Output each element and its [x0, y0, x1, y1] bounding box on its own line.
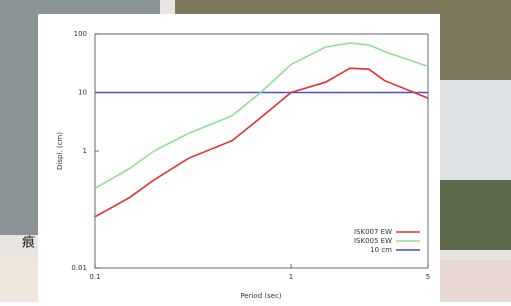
x-tick-label: 0.1 [89, 273, 100, 281]
y-tick-label: 1 [83, 147, 87, 155]
y-tick-label: 0.01 [71, 264, 87, 272]
x-axis-label: Period (sec) [240, 292, 282, 300]
y-tick-label: 100 [74, 30, 87, 38]
x-tick-label: 5 [426, 273, 430, 281]
photo [440, 260, 511, 302]
background-text: 痕 [22, 235, 35, 251]
screenshot: 痕 Period (sec) Displ. (cm) 0.01 1 10 100 0.1… [0, 0, 511, 302]
x-tick-label: 1 [289, 273, 293, 281]
y-axis-label: Displ. (cm) [56, 132, 64, 170]
page: {"background_text":"痕", "chart_data":{"t… [0, 0, 511, 302]
legend-label: 10 cm [370, 246, 392, 254]
legend-label: ISK005 EW [354, 237, 392, 245]
legend-label: ISK007 EW [354, 228, 392, 236]
photo [0, 258, 38, 302]
photo [440, 80, 511, 180]
y-tick-label: 10 [78, 89, 87, 97]
chart-panel [38, 14, 440, 302]
photo [440, 180, 511, 250]
